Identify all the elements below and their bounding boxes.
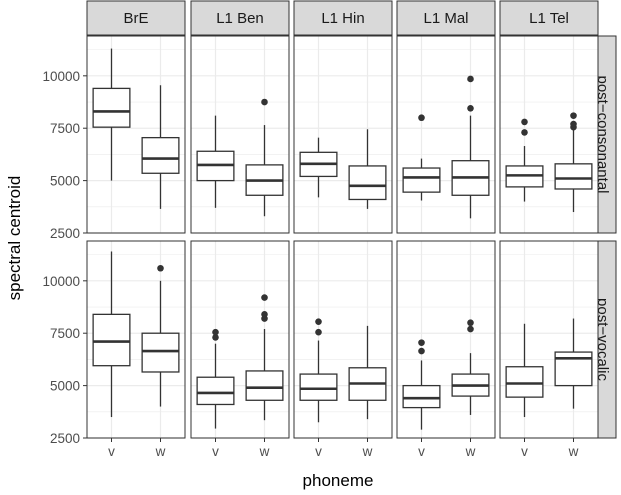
y-axis-title: spectral centroid xyxy=(5,176,24,301)
outlier-point xyxy=(261,98,268,106)
y-tick-label: 7500 xyxy=(50,326,80,341)
outlier-point xyxy=(467,105,474,112)
panel-border xyxy=(293,35,393,234)
panel-border xyxy=(190,240,290,439)
box-iqr xyxy=(141,136,180,174)
outlier-point xyxy=(212,328,219,336)
box-iqr xyxy=(141,332,180,373)
x-tick-label: w xyxy=(259,444,270,459)
box-iqr xyxy=(92,87,131,128)
y-tick-label: 2500 xyxy=(50,431,80,446)
column-strip-label: L1 Mal xyxy=(423,10,468,27)
panel-border xyxy=(86,35,186,234)
y-tick-label: 10000 xyxy=(42,69,80,84)
outlier-point xyxy=(157,264,164,272)
x-tick-label: v xyxy=(521,444,528,459)
outlier-point xyxy=(418,347,425,355)
column-strip xyxy=(499,0,599,36)
box-iqr xyxy=(402,384,441,409)
column-strip xyxy=(293,0,393,36)
outlier-point xyxy=(570,120,577,128)
x-tick-label: v xyxy=(108,444,115,459)
box-iqr xyxy=(505,366,544,398)
outlier-point xyxy=(467,325,474,333)
column-strip xyxy=(190,0,290,36)
column-strip-label: L1 Hin xyxy=(321,10,364,27)
panel-border xyxy=(396,240,496,439)
x-tick-label: w xyxy=(465,444,476,459)
panel-border xyxy=(86,240,186,439)
outlier-point xyxy=(261,311,268,318)
outlier-point xyxy=(315,318,322,325)
column-strip xyxy=(86,0,186,36)
x-tick-label: w xyxy=(568,444,579,459)
y-tick-label: 2500 xyxy=(50,226,80,241)
panel-background xyxy=(294,241,392,438)
chart-panels: BrE L1 Ben L1 Hin L1 Mal L1 Telpost−consonan… xyxy=(42,0,617,459)
box-iqr xyxy=(196,376,235,406)
box-iqr xyxy=(402,167,441,193)
outlier-point xyxy=(467,75,474,83)
panel-border xyxy=(396,35,496,234)
y-tick-label: 10000 xyxy=(42,274,80,289)
x-axis-title: phoneme xyxy=(303,471,374,490)
panel-border xyxy=(293,240,393,439)
outlier-point xyxy=(261,294,268,301)
panel-background xyxy=(500,36,598,233)
panel-background xyxy=(397,241,495,438)
panel-border xyxy=(499,240,599,439)
column-strip xyxy=(396,0,496,36)
box-iqr xyxy=(92,313,131,367)
box-iqr xyxy=(348,165,387,201)
panel-background xyxy=(191,241,289,438)
panel-border xyxy=(190,35,290,234)
outlier-point xyxy=(212,334,219,341)
box-iqr xyxy=(245,370,284,401)
column-strip-label: L1 Tel xyxy=(529,10,569,27)
panel-background xyxy=(87,36,185,233)
y-tick-label: 5000 xyxy=(50,379,80,394)
y-tick-label: 5000 xyxy=(50,174,80,189)
panel-background xyxy=(500,241,598,438)
panel-background xyxy=(397,36,495,233)
column-strip-label: L1 Ben xyxy=(216,10,264,27)
box-iqr xyxy=(299,373,338,401)
x-tick-label: w xyxy=(155,444,166,459)
outlier-point xyxy=(521,129,528,136)
panel-background xyxy=(294,36,392,233)
y-tick-label: 7500 xyxy=(50,121,80,136)
outlier-point xyxy=(315,328,322,336)
x-tick-label: v xyxy=(418,444,425,459)
x-tick-label: w xyxy=(362,444,373,459)
outlier-point xyxy=(521,118,528,126)
x-tick-label: v xyxy=(212,444,219,459)
x-tick-label: v xyxy=(315,444,322,459)
outlier-point xyxy=(418,339,425,346)
box-iqr xyxy=(554,163,593,190)
outlier-point xyxy=(418,114,425,122)
column-strip-label: BrE xyxy=(123,10,148,27)
outlier-point xyxy=(467,319,474,327)
panel-background xyxy=(191,36,289,233)
outlier-point xyxy=(570,112,577,119)
panel-border xyxy=(499,35,599,234)
